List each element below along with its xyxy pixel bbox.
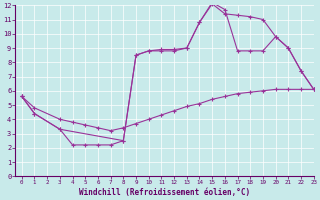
X-axis label: Windchill (Refroidissement éolien,°C): Windchill (Refroidissement éolien,°C) — [79, 188, 250, 197]
